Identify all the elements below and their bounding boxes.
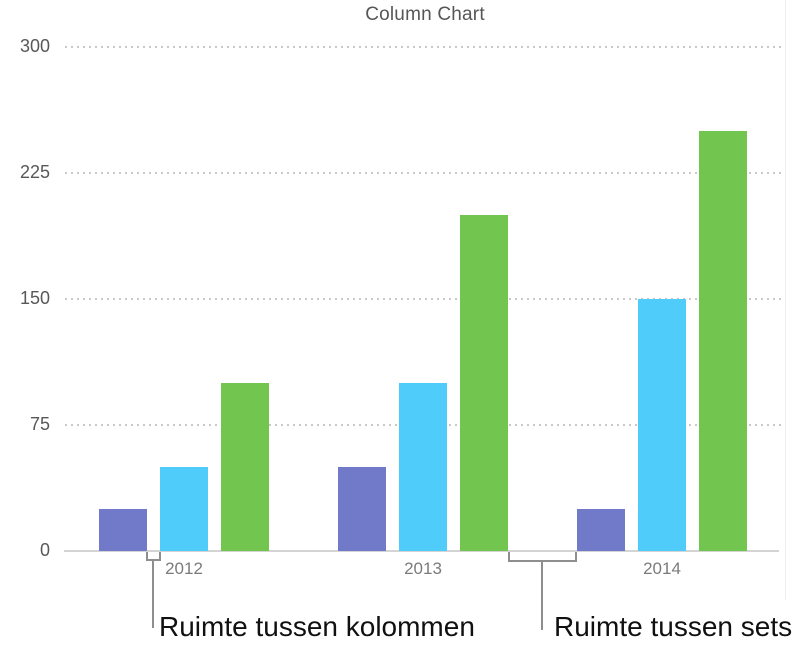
- column-gap-leader-line: [152, 560, 154, 628]
- gridline-225: [65, 172, 785, 174]
- plot-right-border: [785, 0, 786, 600]
- bar-series-1-purple-2013: [338, 467, 386, 551]
- y-tick-label: 150: [19, 288, 50, 308]
- column-gap-label: Ruimte tussen kolommen: [159, 611, 475, 642]
- bar-series-3-green-2014: [699, 131, 747, 551]
- y-tick-label: 225: [19, 162, 50, 182]
- y-tick-label: 300: [19, 36, 50, 56]
- gridline-150: [65, 298, 785, 300]
- bar-series-2-blue-2014: [638, 299, 686, 551]
- set-gap-label: Ruimte tussen sets: [554, 611, 793, 642]
- bar-series-2-blue-2012: [160, 467, 208, 551]
- category-label-2013: 2013: [404, 559, 442, 578]
- y-tick-label: 0: [39, 540, 50, 560]
- category-label-2012: 2012: [165, 559, 203, 578]
- gridline-300: [65, 46, 785, 48]
- bar-series-1-purple-2014: [577, 509, 625, 551]
- bar-series-3-green-2012: [221, 383, 269, 551]
- x-axis-line: [64, 550, 779, 552]
- y-tick-label: 75: [29, 414, 50, 434]
- bar-series-2-blue-2013: [399, 383, 447, 551]
- chart-title: Column Chart: [365, 4, 485, 25]
- category-label-2014: 2014: [643, 559, 681, 578]
- bar-series-3-green-2013: [460, 215, 508, 551]
- set-gap-leader-line: [541, 561, 543, 630]
- bar-series-1-purple-2012: [99, 509, 147, 551]
